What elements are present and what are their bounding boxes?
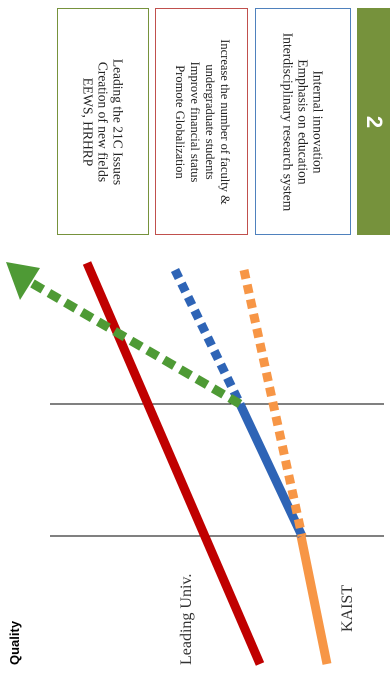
- box-line: Emphasis on education: [295, 58, 311, 185]
- phase-2-text: Leading the 21C Issues Creation of new f…: [81, 58, 126, 184]
- growth-text: Increase the number of faculty & undergr…: [172, 39, 232, 205]
- phase-2-projection: [27, 278, 243, 408]
- box-line: EEWS, HRHRP: [80, 77, 96, 166]
- box-line: Internal innovation: [310, 69, 326, 174]
- kaist-label: KAIST: [339, 584, 356, 632]
- box-line: Interdisciplinary research system: [280, 32, 296, 211]
- leading-univ-label: Leading Univ.: [178, 573, 195, 665]
- box-line: Improve financial status: [187, 61, 202, 182]
- phase-2-number: 2: [361, 115, 387, 128]
- box-line: Leading the 21C Issues: [110, 58, 126, 185]
- quality-axis-title: Quality: [7, 620, 22, 665]
- phase-2-bar: 2: [357, 8, 390, 235]
- phase-2-arrowhead: [6, 262, 40, 300]
- kaist-projection: [239, 269, 307, 537]
- phase-1-projection: [170, 268, 245, 406]
- box-line: Increase the number of faculty &: [217, 38, 232, 205]
- phase-1-line: [235, 402, 307, 538]
- kaist-line: [296, 535, 332, 665]
- phase-1-text-box: Internal innovation Emphasis on educatio…: [255, 8, 351, 235]
- box-line: Creation of new fields: [95, 61, 111, 182]
- phase-1-text: Internal innovation Emphasis on educatio…: [281, 32, 326, 210]
- box-line: undergraduate students: [202, 63, 217, 180]
- quality-diagram: [6, 240, 391, 670]
- box-line: Promote Globalization: [172, 64, 187, 179]
- phase-2-text-box: Leading the 21C Issues Creation of new f…: [57, 8, 149, 235]
- growth-text-box: Increase the number of faculty & undergr…: [155, 8, 248, 235]
